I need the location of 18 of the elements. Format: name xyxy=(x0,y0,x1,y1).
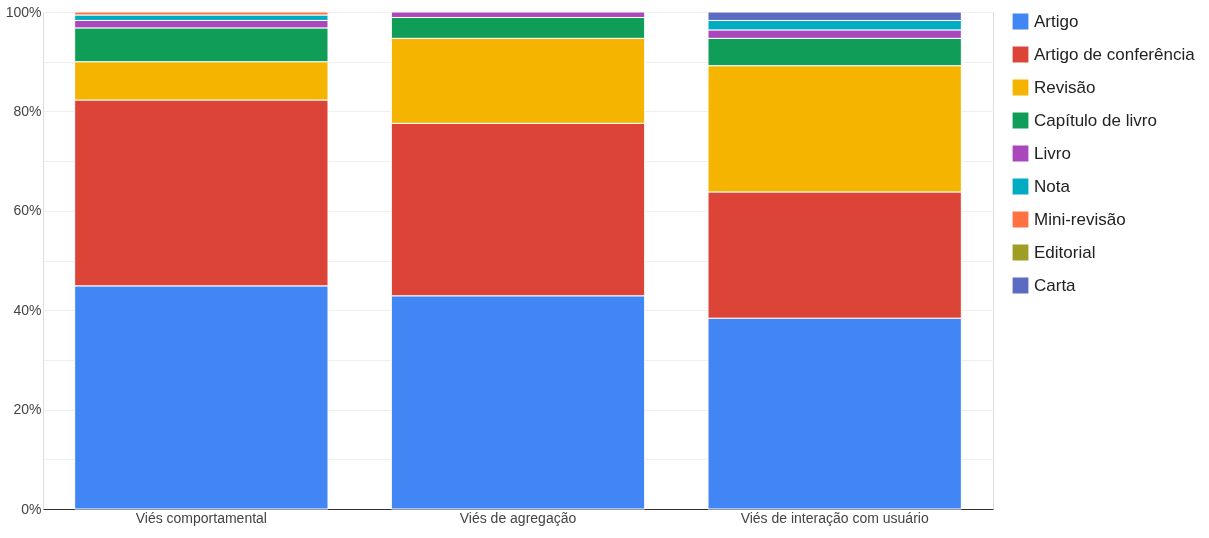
y-tick-label: 100% xyxy=(5,3,42,20)
legend-label: Capítulo de livro xyxy=(1034,110,1157,130)
legend-label: Editorial xyxy=(1034,242,1096,262)
y-tick-label: 60% xyxy=(13,202,42,219)
y-tick-label: 40% xyxy=(13,301,42,318)
legend-label: Mini-revisão xyxy=(1034,209,1126,229)
y-tick-label: 0% xyxy=(21,500,42,517)
legend-label: Artigo xyxy=(1034,11,1079,31)
legend-label: Revisão xyxy=(1034,77,1096,97)
y-tick-label: 20% xyxy=(13,401,42,418)
legend-label: Carta xyxy=(1034,275,1077,295)
legend-label: Artigo de conferência xyxy=(1034,44,1196,64)
y-tick-label: 80% xyxy=(13,102,42,119)
x-tick-label: Viés de agregação xyxy=(459,509,577,526)
legend-label: Nota xyxy=(1034,176,1071,196)
x-tick-label: Viés de interação com usuário xyxy=(740,509,929,526)
x-tick-label: Viés comportamental xyxy=(135,509,267,526)
legend-label: Livro xyxy=(1034,143,1071,163)
